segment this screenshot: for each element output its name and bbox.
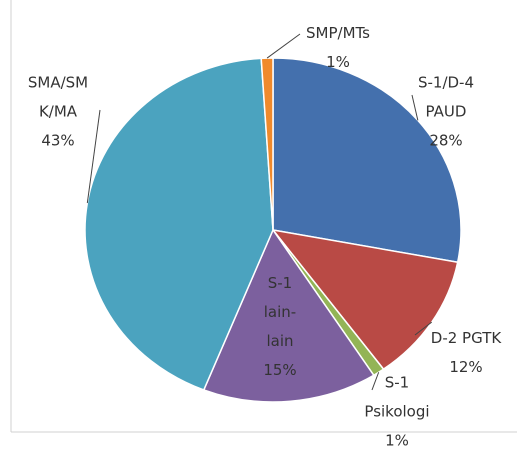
category-label: SMP/MTs [306, 24, 370, 42]
leader-line [266, 33, 301, 59]
pie-slice [202, 228, 375, 403]
leader-line [371, 372, 380, 391]
category-label: S-1/D-4 PAUD [417, 73, 475, 121]
category-label: D-2 PGTK [430, 329, 502, 347]
data-label: S-1/D-4 PAUD 28% [406, 69, 486, 156]
value-label: 28% [429, 131, 463, 150]
category-label: S-1 Psikologi [364, 373, 430, 421]
leader-line [414, 321, 433, 336]
pie-slice [260, 57, 274, 231]
leader-line [411, 94, 419, 121]
pie-slice [84, 57, 274, 391]
value-label: 1% [326, 53, 350, 71]
value-label: 43% [41, 131, 75, 150]
value-label: 12% [449, 358, 483, 376]
category-label: S-1 lain-lain [263, 274, 297, 350]
data-label: SMA/SMK/MA 43% [27, 69, 89, 156]
value-label: 15% [263, 361, 297, 379]
data-label: D-2 PGTK 12% [421, 324, 511, 382]
data-label: S-1 lain-lain 15% [258, 269, 302, 385]
leader-line [86, 109, 101, 204]
value-label: 1% [385, 431, 409, 450]
category-label: SMA/SMK/MA [27, 73, 89, 121]
data-label: S-1 Psikologi 1% [357, 369, 437, 456]
data-label: SMP/MTs 1% [293, 19, 383, 77]
pie-slice [272, 57, 462, 264]
